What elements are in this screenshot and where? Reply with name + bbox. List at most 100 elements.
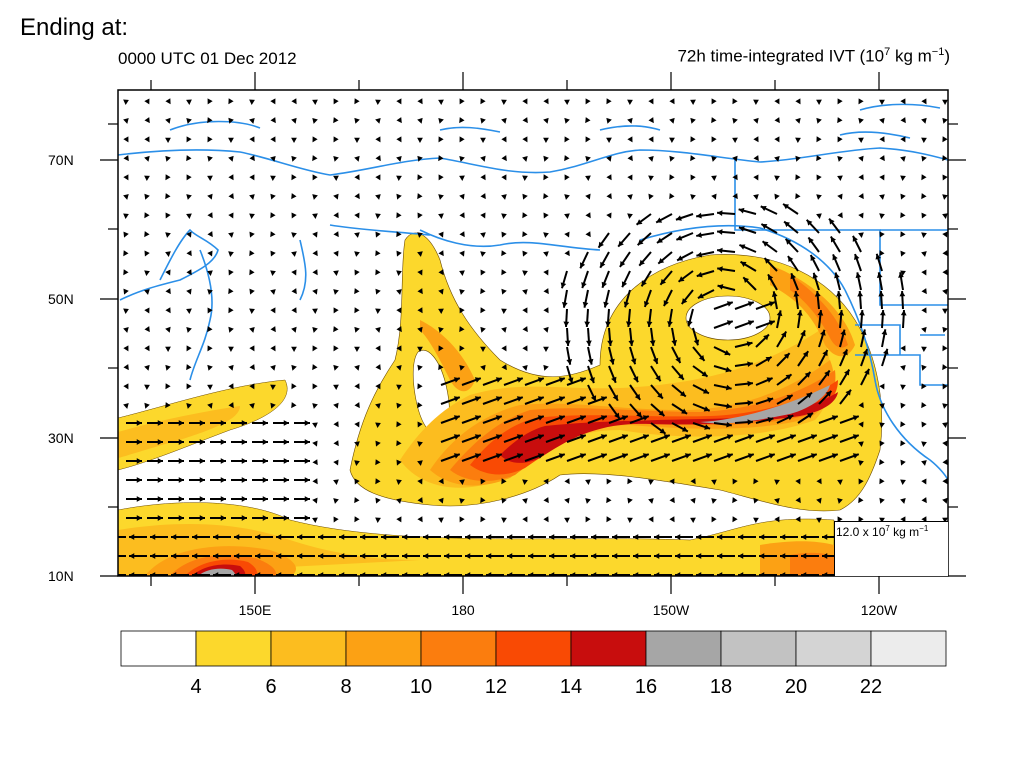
vector-arrowhead [333,345,339,352]
vector-arrowhead [453,396,460,402]
vector-arrowhead [564,194,570,200]
vector-arrowhead [787,415,794,421]
vector-arrowhead [921,155,927,162]
vector-arrowhead [822,534,828,540]
vector-arrowhead [297,534,303,540]
vector-arrowhead [220,439,226,445]
vector-arrowhead [564,174,570,181]
vector-arrowhead [333,402,339,409]
vector-arrowhead [753,99,759,105]
vector-arrowhead [582,301,589,308]
vector-arrowhead [684,434,691,440]
vector-arrowhead [291,326,297,333]
vector-arrowhead [816,174,822,181]
vector-arrowhead [690,155,696,162]
vector-arrowhead [354,137,360,143]
vector-arrowhead [747,361,753,368]
vector-arrowhead [942,422,948,428]
vector-arrowhead [696,251,703,258]
vector-arrowhead [564,136,570,143]
vector-arrowhead [165,232,171,238]
vector-arrowhead [249,99,255,105]
vector-arrowhead [438,345,444,352]
vector-arrowhead [522,498,528,504]
vector-arrowhead [186,403,192,409]
vector-arrowhead [165,383,171,390]
vector-arrowhead [654,553,660,559]
vector-arrowhead [738,207,745,214]
vector-arrowhead [543,364,549,371]
vector-arrowhead [738,534,744,540]
vector-arrowhead [220,477,226,483]
vector-arrowhead [312,155,318,162]
vector-arrowhead [726,301,733,307]
vector-arrowhead [753,117,759,124]
vector-arrowhead [438,174,444,181]
vector-arrowhead [123,118,129,124]
vector-arrowhead [763,334,769,341]
vector-arrowhead [465,572,471,576]
vector-arrowhead [522,98,528,105]
vector-arrowhead [636,219,643,225]
vector-arrowhead [144,117,150,124]
vector-arrowhead [249,327,255,333]
vector-arrowhead [333,479,339,485]
vector-arrowhead [207,136,213,143]
vector-arrowhead [900,345,906,352]
vector-arrowhead [921,402,927,409]
vector-arrowhead [771,291,778,297]
vector-arrowhead [857,291,864,297]
vector-arrowhead [816,155,822,162]
vector-arrowhead [679,390,686,397]
colorbar-swatch [120,630,197,667]
vector-arrowhead [864,368,870,375]
vector-arrowhead [663,434,670,440]
vector-arrowhead [480,288,486,295]
vector-arrowhead [402,572,408,576]
vector-arrowhead [942,250,948,257]
vector-arrowhead [579,434,586,440]
vector-arrowhead [270,326,276,333]
vector-arrowhead [687,320,693,327]
vector-arrowhead [900,384,906,390]
vector-arrowhead [438,155,444,162]
vector-arrowhead [879,517,885,523]
vector-arrowhead [304,458,310,464]
vector-arrowhead [921,383,927,390]
vector-arrowhead [136,439,142,445]
vector-arrowhead [165,174,171,181]
vector-arrowhead [375,403,381,409]
vector-arrowhead [858,98,864,105]
vector-arrowhead [627,478,633,485]
vector-arrowhead [753,478,759,485]
vector-arrowhead [220,458,226,464]
vector-arrowhead [207,117,213,124]
vector-arrowhead [942,194,948,200]
vector-arrowhead [858,421,864,428]
vector-arrowhead [136,420,142,426]
vector-arrowhead [522,307,528,314]
vector-arrowhead [570,572,576,576]
vector-arrowhead [762,241,769,247]
vector-arrowhead [831,415,838,421]
vector-arrowhead [402,553,408,559]
vector-arrowhead [354,174,360,181]
vector-arrowhead [270,117,276,124]
field-title: 72h time-integrated IVT (107 kg m−1) [677,46,950,66]
vector-arrowhead [333,307,339,314]
vector-arrowhead [333,289,339,295]
vector-arrowhead [600,453,607,459]
vector-arrowhead [381,553,387,559]
vector-arrowhead [726,453,733,459]
vector-arrowhead [501,326,507,333]
vector-arrowhead [144,98,150,105]
vector-arrowhead [438,497,444,504]
vector-arrowhead [291,174,297,181]
vector-arrowhead [207,289,213,295]
vector-arrowhead [459,212,465,219]
vector-arrowhead [207,193,213,200]
vector-arrowhead [942,345,948,352]
colorbar-swatch [870,630,947,667]
vector-arrowhead [522,117,528,124]
vector-arrowhead [879,99,885,105]
